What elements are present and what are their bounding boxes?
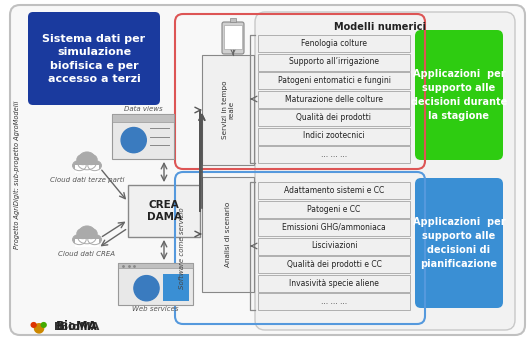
Text: Maturazione delle colture: Maturazione delle colture xyxy=(285,95,383,103)
Bar xyxy=(112,114,174,122)
Text: Software come servizio: Software come servizio xyxy=(179,207,185,289)
Ellipse shape xyxy=(88,235,101,245)
Ellipse shape xyxy=(77,154,89,165)
Bar xyxy=(258,293,410,310)
Ellipse shape xyxy=(80,226,95,238)
FancyBboxPatch shape xyxy=(10,5,525,335)
Text: Cloud dati CREA: Cloud dati CREA xyxy=(58,251,116,257)
Bar xyxy=(224,25,242,49)
Text: Lisciviazioni: Lisciviazioni xyxy=(311,241,357,251)
Text: Sistema dati per
simulazione
biofisica e per
accesso a terzi: Sistema dati per simulazione biofisica e… xyxy=(42,34,146,84)
Text: ●: ● xyxy=(39,321,47,329)
FancyBboxPatch shape xyxy=(415,30,503,160)
Bar xyxy=(112,114,174,159)
Text: Applicazioni  per
supporto alle
decisioni durante
la stagione: Applicazioni per supporto alle decisioni… xyxy=(411,69,507,121)
Bar xyxy=(258,256,410,273)
Text: Applicazioni  per
supporto alle
decisioni di
pianificazione: Applicazioni per supporto alle decisioni… xyxy=(413,217,505,269)
Text: Patogeni entomatici e fungini: Patogeni entomatici e fungini xyxy=(278,76,391,85)
Bar xyxy=(258,72,410,89)
Circle shape xyxy=(121,128,146,153)
Text: Cloud dati terze parti: Cloud dati terze parti xyxy=(50,177,124,183)
Text: Progetto AgriDigit: sub-progetto AgroModelli: Progetto AgriDigit: sub-progetto AgroMod… xyxy=(14,101,20,249)
Bar xyxy=(258,274,410,291)
Ellipse shape xyxy=(78,156,96,170)
Ellipse shape xyxy=(85,154,97,165)
Bar xyxy=(128,185,200,237)
Bar xyxy=(258,53,410,70)
Bar xyxy=(75,239,99,247)
Bar xyxy=(258,90,410,107)
Bar xyxy=(118,263,193,305)
Text: Qualità dei prodotti e CC: Qualità dei prodotti e CC xyxy=(287,260,382,269)
Text: Supporto all’irrigazione: Supporto all’irrigazione xyxy=(289,57,379,67)
Text: Patogeni e CC: Patogeni e CC xyxy=(307,204,360,214)
Text: Servizi in tempo
reale: Servizi in tempo reale xyxy=(222,81,234,139)
Bar xyxy=(258,182,410,199)
Text: BioMA: BioMA xyxy=(60,322,100,332)
Text: CREA
DAMA: CREA DAMA xyxy=(146,200,181,222)
Bar xyxy=(118,263,193,268)
Ellipse shape xyxy=(77,228,89,239)
Text: Emissioni GHG/ammoniaca: Emissioni GHG/ammoniaca xyxy=(282,223,386,232)
Text: Analisi di scenario: Analisi di scenario xyxy=(225,201,231,267)
Bar xyxy=(163,273,189,301)
Bar xyxy=(75,165,99,173)
Text: Qualità dei prodotti: Qualità dei prodotti xyxy=(296,113,372,122)
Text: Web services: Web services xyxy=(132,306,178,312)
Bar xyxy=(258,35,410,52)
Bar xyxy=(229,18,236,22)
Text: B: B xyxy=(54,322,63,332)
Text: Modelli numerici: Modelli numerici xyxy=(334,22,426,32)
Bar xyxy=(258,238,410,255)
Text: Data views: Data views xyxy=(123,106,162,112)
Circle shape xyxy=(134,276,159,301)
FancyBboxPatch shape xyxy=(255,12,515,330)
Bar xyxy=(258,219,410,236)
Text: ●: ● xyxy=(32,320,44,334)
Text: BioMA: BioMA xyxy=(56,321,98,334)
Text: ●: ● xyxy=(29,321,37,329)
Ellipse shape xyxy=(85,228,97,239)
Bar xyxy=(258,201,410,218)
Text: Indici zootecnici: Indici zootecnici xyxy=(303,132,365,140)
Bar xyxy=(258,128,410,144)
Bar xyxy=(202,55,254,165)
Text: Invasività specie aliene: Invasività specie aliene xyxy=(289,278,379,288)
FancyBboxPatch shape xyxy=(415,178,503,308)
Ellipse shape xyxy=(80,152,95,164)
Ellipse shape xyxy=(88,160,101,171)
Ellipse shape xyxy=(73,235,86,245)
Text: ... ... ...: ... ... ... xyxy=(321,150,347,159)
Bar xyxy=(202,177,254,292)
Bar xyxy=(258,146,410,163)
Bar xyxy=(258,109,410,126)
Ellipse shape xyxy=(78,230,96,244)
Text: ... ... ...: ... ... ... xyxy=(321,297,347,306)
FancyBboxPatch shape xyxy=(28,12,160,105)
Ellipse shape xyxy=(73,160,86,171)
Text: Fenologia colture: Fenologia colture xyxy=(301,39,367,48)
FancyBboxPatch shape xyxy=(222,22,244,54)
Text: Adattamento sistemi e CC: Adattamento sistemi e CC xyxy=(284,186,384,195)
